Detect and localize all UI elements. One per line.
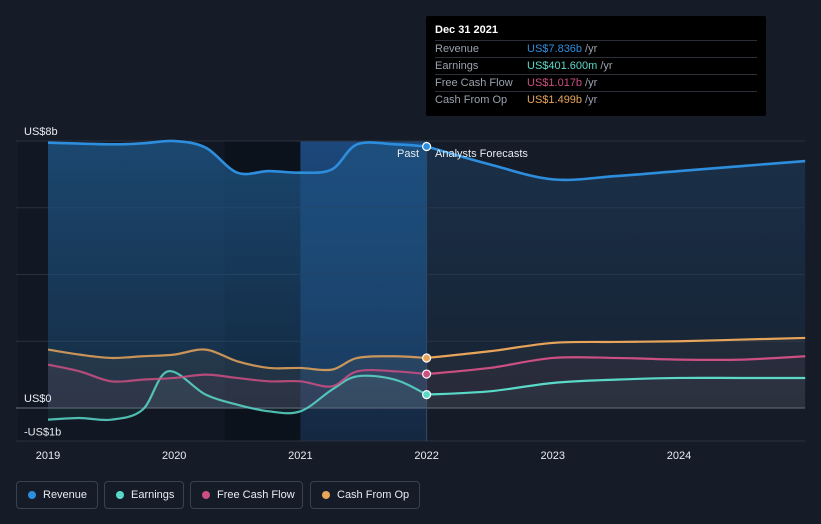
forecast-label: Analysts Forecasts — [435, 148, 528, 160]
tooltip-date: Dec 31 2021 — [435, 24, 498, 36]
free-cash-flow-line-forecast — [426, 355, 806, 376]
free-cash-flow-area — [426, 356, 806, 408]
x-tick-label: 2021 — [288, 450, 312, 462]
tooltip-row-cash-from-op: Cash From Op US$1.499b/yr — [435, 91, 757, 108]
x-tick-label: 2020 — [162, 450, 186, 462]
earnings-marker — [422, 389, 432, 400]
revenue-area — [426, 146, 806, 408]
earnings-area — [48, 371, 427, 421]
axis-labels: Past Analysts Forecasts US$8b US$0 -US$1b 2… — [24, 126, 691, 462]
legend-dot-icon — [116, 491, 124, 499]
earnings-line-forecast — [426, 376, 806, 396]
tooltip-row-revenue: Revenue US$7.836b/yr — [435, 40, 757, 57]
revenue-marker — [422, 141, 432, 152]
cash-from-op-line-forecast — [426, 336, 806, 360]
free-cash-flow-marker — [422, 369, 432, 379]
tooltip-label: Free Cash Flow — [435, 77, 513, 89]
legend-item-revenue[interactable]: Revenue — [16, 481, 98, 509]
cash-from-op-area — [426, 337, 806, 408]
x-tick-label: 2022 — [414, 450, 438, 462]
y-tick-label: US$0 — [24, 393, 52, 405]
x-tick-label: 2024 — [667, 450, 691, 462]
data-tooltip: Dec 31 2021 Revenue US$7.836b/yr Earning… — [426, 16, 766, 116]
tooltip-value: US$401.600m/yr — [527, 60, 613, 72]
revenue-line-forecast — [426, 145, 806, 182]
cash-from-op-line-past — [47, 348, 427, 372]
series-lines — [47, 139, 806, 422]
tooltip-value: US$7.836b/yr — [527, 43, 598, 55]
past-label: Past — [397, 148, 419, 160]
legend-dot-icon — [322, 491, 330, 499]
tooltip-label: Cash From Op — [435, 94, 508, 106]
earnings-area — [426, 377, 806, 408]
legend-item-earnings[interactable]: Earnings — [104, 481, 184, 509]
tooltip-value: US$1.499b/yr — [527, 94, 598, 106]
revenue-area — [48, 140, 427, 409]
revenue-line-past — [47, 139, 427, 176]
earnings-line-past — [47, 370, 428, 422]
legend-dot-icon — [28, 491, 36, 499]
legend-label: Cash From Op — [337, 489, 410, 501]
y-tick-label: -US$1b — [24, 426, 61, 438]
x-tick-label: 2019 — [36, 450, 60, 462]
tooltip-label: Revenue — [435, 43, 480, 55]
legend-label: Earnings — [131, 489, 175, 501]
tooltip-label: Earnings — [435, 60, 479, 72]
legend-item-cash-from-op[interactable]: Cash From Op — [310, 481, 420, 509]
free-cash-flow-line-past — [47, 363, 427, 388]
free-cash-flow-area — [48, 364, 427, 408]
tooltip-row-free-cash-flow: Free Cash Flow US$1.017b/yr — [435, 74, 757, 91]
x-tick-label: 2023 — [541, 450, 565, 462]
hover-markers — [422, 141, 432, 400]
legend-item-free-cash-flow[interactable]: Free Cash Flow — [190, 481, 303, 509]
chart-plot: Past Analysts Forecasts US$8b US$0 -US$1b 2… — [16, 126, 806, 462]
y-tick-label: US$8b — [24, 126, 58, 138]
legend-dot-icon — [202, 491, 210, 499]
tooltip-row-earnings: Earnings US$401.600m/yr — [435, 57, 757, 74]
cash-from-op-marker — [422, 353, 432, 363]
series-areas — [48, 140, 806, 421]
legend-label: Free Cash Flow — [217, 489, 295, 501]
legend-label: Revenue — [43, 489, 88, 501]
tooltip-value: US$1.017b/yr — [527, 77, 598, 89]
